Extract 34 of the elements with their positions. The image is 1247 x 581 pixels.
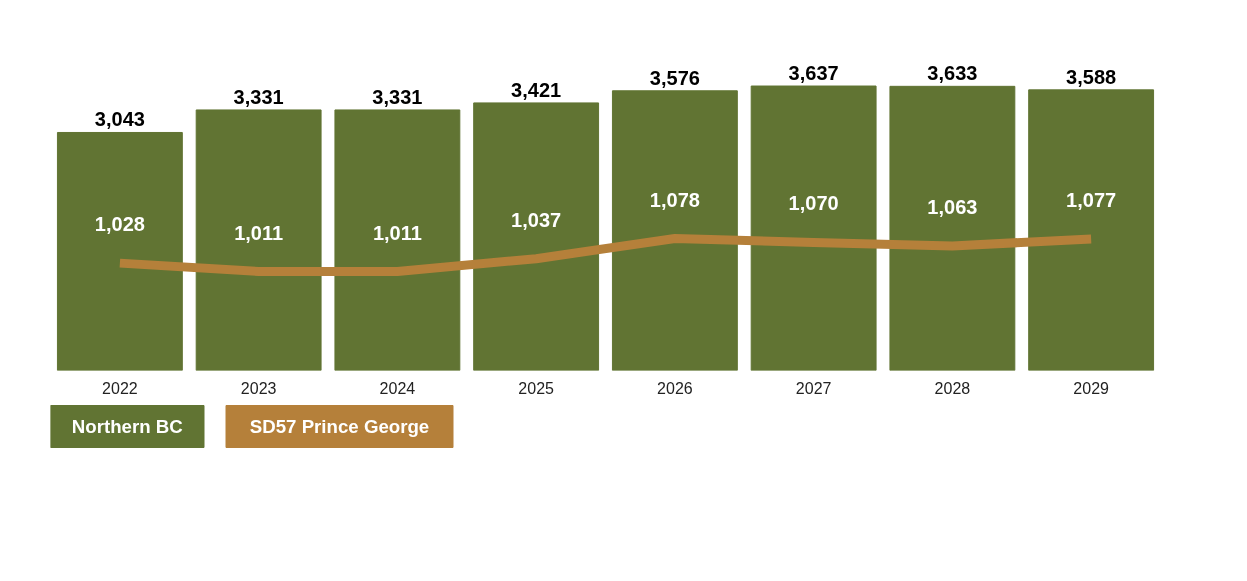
data-label: 1,063 xyxy=(927,195,978,218)
data-label: 1,011 xyxy=(372,221,422,244)
bar xyxy=(195,109,322,371)
text: SD57 Prince George xyxy=(249,416,430,437)
x-tick-label: 2025 xyxy=(518,379,555,397)
x-tick-label: 2023 xyxy=(240,379,277,397)
data-label: 3,637 xyxy=(788,62,839,85)
data-label: 1,078 xyxy=(649,188,700,211)
bar xyxy=(334,109,461,371)
bar xyxy=(473,102,600,371)
data-label: 1,028 xyxy=(94,213,145,236)
data-label: 1,037 xyxy=(511,208,562,231)
bar xyxy=(750,85,877,371)
data-label: 3,331 xyxy=(372,85,423,108)
x-tick-label: 2028 xyxy=(934,379,971,397)
bar xyxy=(889,85,1016,371)
x-tick-label: 2026 xyxy=(657,379,693,397)
data-label: 3,576 xyxy=(649,66,700,89)
bar xyxy=(56,131,183,371)
x-tick-label: 2024 xyxy=(379,379,416,397)
data-label: 3,633 xyxy=(927,62,978,85)
bar xyxy=(611,90,738,371)
x-tick-label: 2022 xyxy=(102,379,138,397)
data-label: 3,421 xyxy=(511,78,562,101)
data-label: 3,588 xyxy=(1066,65,1117,88)
bar xyxy=(1028,89,1155,371)
x-tick-label: 2027 xyxy=(795,379,832,397)
data-label: 3,331 xyxy=(233,85,284,108)
data-label: 1,077 xyxy=(1066,188,1117,211)
data-label: 3,043 xyxy=(94,108,145,131)
data-label: 1,011 xyxy=(234,221,284,244)
x-tick-label: 2029 xyxy=(1073,379,1110,397)
text: Northern BC xyxy=(71,416,183,437)
data-label: 1,070 xyxy=(788,192,839,215)
